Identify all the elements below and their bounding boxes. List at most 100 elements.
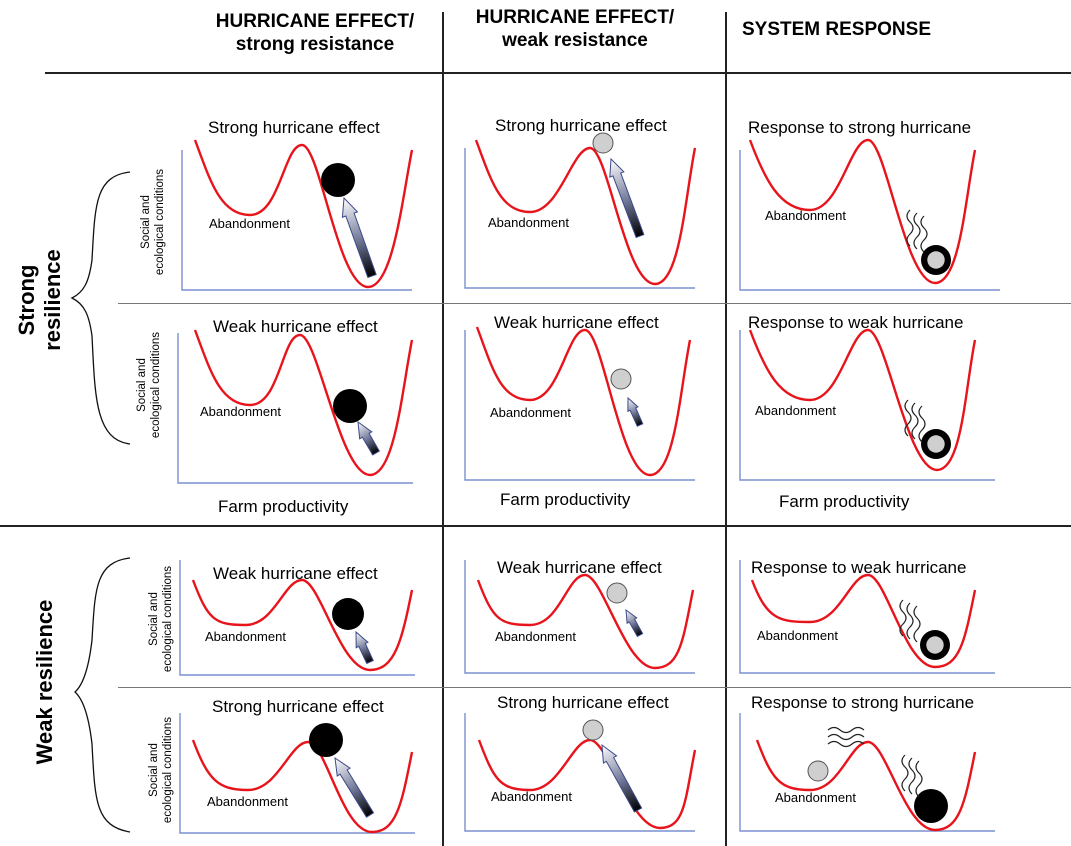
wind-lines-icon: [827, 740, 865, 748]
axes: [179, 560, 415, 676]
stability-landscape-curve: [193, 329, 414, 477]
wind-lines-icon: [899, 599, 907, 637]
stability-landscape-curve: [750, 573, 977, 669]
ball-icon: [309, 723, 343, 757]
abandonment-label: Abandonment: [200, 404, 281, 419]
wind-lines-icon: [915, 760, 923, 798]
panel-title: Weak hurricane effect: [494, 313, 659, 332]
axes: [739, 713, 995, 832]
x-axis-label: Farm productivity: [500, 490, 631, 509]
panel-title: Strong hurricane effect: [212, 697, 384, 716]
stability-landscape-curve: [748, 328, 977, 472]
landscape-panel: [177, 329, 414, 484]
abandonment-label: Abandonment: [207, 794, 288, 809]
ball-icon: [610, 368, 632, 390]
wind-lines-icon: [904, 399, 912, 437]
wind-lines-icon: [913, 605, 921, 643]
abandonment-label: Abandonment: [757, 628, 838, 643]
axes: [177, 333, 413, 484]
landscape-panel: [464, 326, 695, 481]
landscape-panel: [464, 132, 697, 289]
wind-lines-icon: [906, 209, 914, 247]
axes: [464, 560, 695, 674]
landscape-panel: [464, 713, 697, 832]
landscape-panel: [464, 560, 695, 674]
panel-title: Response to strong hurricane: [748, 118, 972, 137]
stability-landscape-curve: [191, 578, 414, 672]
axes: [739, 150, 1000, 291]
column-header-system-response: SYSTEM RESPONSE: [742, 18, 942, 41]
column-divider-left: [442, 12, 444, 846]
abandonment-label: Abandonment: [490, 405, 571, 420]
column-header-strong-resistance: HURRICANE EFFECT/ strong resistance: [205, 10, 425, 56]
panel-title: Response to weak hurricane: [748, 313, 964, 332]
axes: [464, 148, 695, 289]
ball-icon: [332, 598, 364, 630]
hurricane-push-arrow: [355, 630, 374, 665]
section-divider: [0, 525, 1071, 527]
stability-landscape-curve: [475, 326, 692, 477]
abandonment-label: Abandonment: [765, 208, 846, 223]
column-header-line1: HURRICANE EFFECT/: [475, 7, 675, 28]
wind-lines-icon: [827, 726, 865, 734]
wind-lines-icon: [918, 405, 926, 443]
landscape-panel: [181, 139, 414, 291]
ball-icon: [582, 719, 604, 741]
ball-icon: [927, 435, 945, 453]
ball-icon: [926, 636, 944, 654]
axes: [739, 330, 995, 481]
landscape-panel: [179, 560, 415, 676]
hurricane-push-arrow: [601, 743, 643, 813]
row-divider: [118, 687, 1071, 688]
ball-icon: [606, 582, 628, 604]
wind-lines-icon: [920, 215, 928, 253]
abandonment-label: Abandonment: [209, 216, 290, 231]
hurricane-push-arrow: [334, 756, 375, 818]
ball-icon: [807, 760, 829, 782]
abandonment-label: Abandonment: [755, 403, 836, 418]
panel-title: Strong hurricane effect: [497, 693, 669, 712]
abandonment-label: Abandonment: [488, 215, 569, 230]
column-header-line2: weak resistance: [502, 30, 648, 51]
abandonment-label: Abandonment: [495, 629, 576, 644]
axes: [464, 330, 695, 481]
panel-title: Weak hurricane effect: [213, 317, 378, 336]
stability-landscape-curve: [477, 738, 697, 830]
header-divider: [45, 72, 1071, 74]
landscape-panel: [739, 328, 995, 481]
axes: [181, 150, 412, 291]
hurricane-push-arrow: [341, 196, 377, 279]
column-header-line1: SYSTEM RESPONSE: [742, 19, 931, 40]
ball-icon: [321, 163, 355, 197]
panel-title: Response to weak hurricane: [751, 558, 967, 577]
landscape-panel: [739, 560, 995, 674]
abandonment-label: Abandonment: [205, 629, 286, 644]
hurricane-push-arrow: [357, 420, 381, 456]
stability-landscape-curve: [755, 739, 977, 832]
landscape-panel: [739, 713, 995, 832]
ball-icon: [927, 251, 945, 269]
panel-title: Response to strong hurricane: [751, 693, 975, 712]
hurricane-push-arrow: [627, 396, 644, 427]
hurricane-push-arrow: [609, 157, 645, 239]
panel-title: Strong hurricane effect: [495, 116, 667, 135]
stability-landscape-curve: [474, 139, 697, 286]
column-header-weak-resistance: HURRICANE EFFECT/ weak resistance: [465, 6, 685, 52]
wind-lines-icon: [906, 602, 914, 640]
axes: [179, 713, 415, 834]
column-header-line1: HURRICANE EFFECT/: [215, 11, 415, 32]
panel-title: Strong hurricane effect: [208, 118, 380, 137]
panel-title: Weak hurricane effect: [497, 558, 662, 577]
wind-lines-icon: [901, 754, 909, 792]
axes: [464, 713, 695, 832]
ball-icon: [333, 389, 367, 423]
panel-title: Weak hurricane effect: [213, 564, 378, 583]
stability-landscape-curve: [748, 138, 977, 285]
stability-landscape-curve: [191, 739, 414, 834]
x-axis-label: Farm productivity: [218, 497, 349, 516]
axes: [739, 560, 995, 674]
column-header-line2: strong resistance: [235, 34, 395, 55]
